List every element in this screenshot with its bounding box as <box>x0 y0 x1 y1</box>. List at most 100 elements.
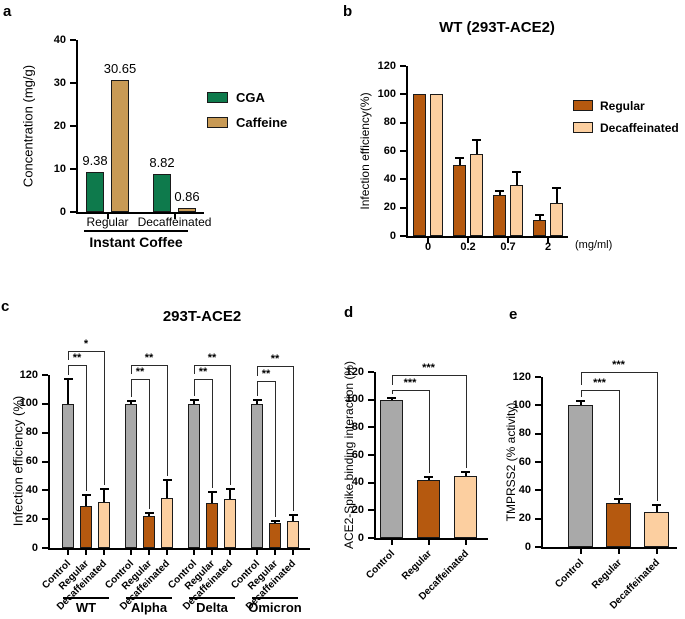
y-tick-label-d: 80 <box>351 420 364 433</box>
significance-stars: ** <box>261 368 271 380</box>
x-axis-b <box>406 236 568 238</box>
y-tick-label-a: 10 <box>53 162 66 175</box>
bar-decaffeinated <box>550 203 563 236</box>
error-bar-cap <box>535 213 544 216</box>
sig-bracket-top <box>68 351 104 353</box>
x-tick <box>67 550 69 555</box>
y-tick-e <box>535 432 541 435</box>
sig-bracket-leg <box>131 365 133 374</box>
error-bar-cap <box>576 400 585 403</box>
bar-decaffeinated <box>98 501 110 548</box>
panel-letter-e: e <box>509 306 518 323</box>
y-tick-b <box>400 65 406 67</box>
bar-regular <box>80 506 92 548</box>
sig-bracket-leg <box>391 375 393 385</box>
significance-stars: ** <box>198 366 208 378</box>
sig-bracket-leg <box>656 372 658 501</box>
x-tick <box>148 550 150 555</box>
y-tick-e <box>535 489 541 492</box>
y-tick-label-b: 80 <box>383 116 396 129</box>
y-tick-label-e: 20 <box>518 512 531 525</box>
significance-stars: *** <box>403 377 417 389</box>
sig-bracket-leg <box>580 372 582 385</box>
y-tick-e <box>535 461 541 463</box>
x-axis-e <box>541 547 677 549</box>
y-tick-b <box>400 206 406 209</box>
error-bar-cap <box>144 512 154 515</box>
x-tick-label: Decaffeinated <box>137 215 212 229</box>
y-tick-label-c: 20 <box>25 512 38 525</box>
error-bar-stem <box>458 158 461 166</box>
error-bar-stem <box>130 400 132 404</box>
x-tick <box>211 550 213 555</box>
y-tick-label-d: 40 <box>351 476 364 489</box>
legend-swatch-caffeine <box>207 117 228 128</box>
sig-bracket-top <box>68 365 86 367</box>
x-tick <box>547 238 549 243</box>
error-bar-cap <box>552 186 561 189</box>
y-tick-b <box>400 121 406 124</box>
y-tick-c <box>42 518 48 521</box>
x-tick-label: Regular <box>86 215 129 229</box>
panel-a-x-axis-title: Instant Coffee <box>89 234 183 250</box>
y-tick-label-d: 120 <box>345 365 364 378</box>
significance-stars: ** <box>72 352 82 364</box>
legend-swatch-regular <box>573 100 593 111</box>
error-bar-cap <box>512 171 521 174</box>
sig-bracket-top <box>257 366 293 368</box>
y-tick-label-e: 80 <box>518 427 531 440</box>
bar-regular <box>606 503 631 547</box>
x-tick <box>292 550 294 555</box>
bar-regular <box>206 503 218 548</box>
panel-letter-c: c <box>1 298 10 315</box>
sig-bracket-leg <box>212 379 214 488</box>
y-tick-b <box>400 150 406 152</box>
error-bar-stem <box>579 401 582 406</box>
group-label-wt: WT <box>75 600 97 615</box>
bar-regular <box>143 516 155 548</box>
error-bar-stem <box>498 190 501 195</box>
y-tick-label-b: 0 <box>389 229 396 242</box>
error-bar-stem <box>464 471 467 476</box>
x-axis-d <box>374 538 488 540</box>
bar-decaffeinated <box>287 520 299 548</box>
y-tick-e <box>535 376 541 378</box>
y-tick-d <box>368 426 374 429</box>
bar-value-label: 9.38 <box>82 152 108 168</box>
legend-swatch-cga <box>207 92 228 103</box>
sig-bracket-leg <box>68 351 70 360</box>
bar-decaffeinated <box>644 511 669 547</box>
panel-letter-d: d <box>344 304 354 321</box>
sig-bracket-top <box>580 372 657 374</box>
significance-stars: *** <box>422 362 435 374</box>
panel-a-y-axis-label: Concentration (mg/g) <box>20 64 36 188</box>
error-bar-stem <box>67 379 69 404</box>
error-bar-stem <box>655 504 658 512</box>
error-bar-stem <box>85 494 87 507</box>
y-tick-c <box>42 431 48 434</box>
error-bar-cap <box>652 503 661 506</box>
y-tick-d <box>368 509 374 512</box>
sig-bracket-top <box>391 390 429 392</box>
x-tick <box>256 550 258 555</box>
x-tick <box>390 540 393 545</box>
x-tick <box>467 238 469 243</box>
y-tick-label-a: 40 <box>53 33 66 46</box>
x-tick-label: 0.7 <box>500 241 516 253</box>
error-bar-cap <box>387 397 396 400</box>
x-axis-c <box>48 548 310 550</box>
sig-bracket-leg <box>293 366 295 511</box>
y-tick-label-c: 60 <box>25 455 38 467</box>
y-tick-label-d: 0 <box>357 531 364 544</box>
sig-bracket-top <box>131 379 149 381</box>
error-bar-stem <box>103 488 105 502</box>
legend-label-decaffeinated: Decaffeinated <box>600 121 679 135</box>
legend-label-caffeine: Caffeine <box>236 115 288 130</box>
bar-control <box>251 403 263 548</box>
y-tick-e <box>535 404 541 407</box>
x-axis-a <box>76 212 204 214</box>
sig-bracket-leg <box>465 375 467 468</box>
error-bar-cap <box>207 490 217 493</box>
x-tick <box>655 549 658 554</box>
bar-regular <box>493 194 506 236</box>
